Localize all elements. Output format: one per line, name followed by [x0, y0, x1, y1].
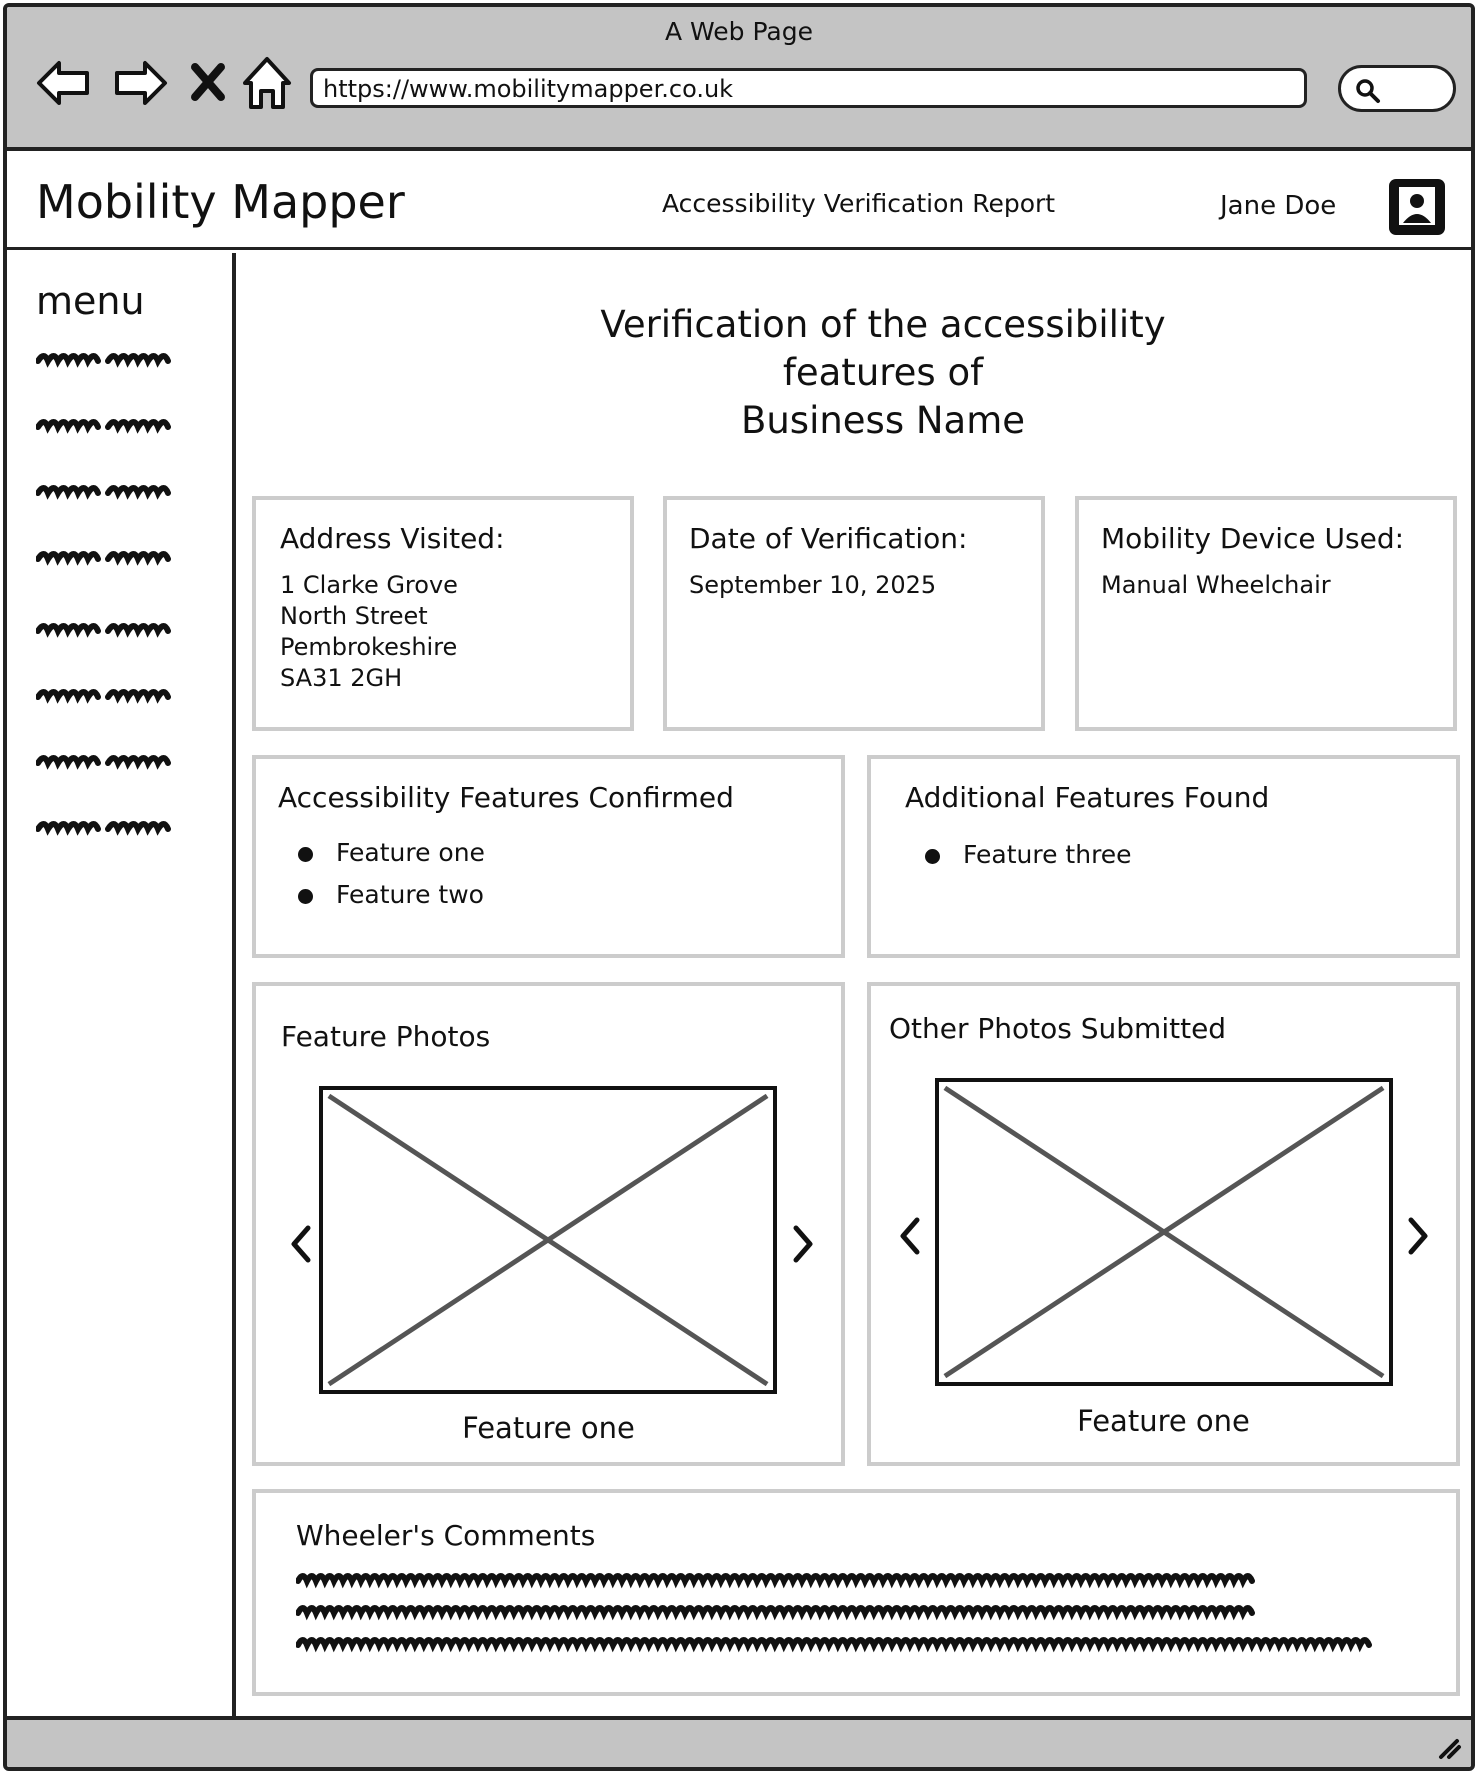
sidebar-item[interactable] — [35, 547, 176, 569]
comments-label: Wheeler's Comments — [296, 1519, 596, 1552]
confirmed-features-card: Accessibility Features Confirmed Feature… — [252, 755, 845, 958]
page-title-line: features of — [782, 351, 984, 394]
sidebar-item[interactable] — [35, 619, 176, 641]
comment-text-line — [295, 1601, 1306, 1623]
other-photos-label: Other Photos Submitted — [889, 1012, 1227, 1045]
feature-label: Feature one — [336, 838, 485, 867]
date-card: Date of Verification: September 10, 2025 — [663, 496, 1045, 731]
list-item: Feature two — [278, 877, 485, 919]
app-header: Mobility Mapper Accessibility Verificati… — [7, 151, 1471, 250]
additional-features-card: Additional Features Found Feature three — [867, 755, 1460, 958]
sidebar-item[interactable] — [35, 349, 176, 371]
bullet-icon — [298, 847, 313, 862]
user-name[interactable]: Jane Doe — [1220, 191, 1337, 221]
resize-grip-icon[interactable] — [1433, 1731, 1463, 1761]
search-field[interactable] — [1338, 65, 1456, 112]
sidebar-title: menu — [36, 279, 145, 323]
feature-photo-image[interactable] — [319, 1086, 777, 1394]
chevron-right-icon[interactable] — [786, 1222, 820, 1266]
brand-logo[interactable]: Mobility Mapper — [36, 175, 405, 229]
confirmed-features-list: Feature one Feature two — [278, 835, 485, 919]
list-item: Feature three — [905, 837, 1132, 879]
address-label: Address Visited: — [280, 522, 505, 555]
home-icon[interactable] — [239, 53, 295, 113]
search-icon — [1356, 79, 1380, 103]
confirmed-features-label: Accessibility Features Confirmed — [278, 781, 734, 814]
date-label: Date of Verification: — [689, 522, 968, 555]
sidebar: menu — [7, 253, 236, 1728]
date-value: September 10, 2025 — [689, 571, 937, 599]
page-title: Verification of the accessibility featur… — [247, 301, 1471, 445]
device-card: Mobility Device Used: Manual Wheelchair — [1075, 496, 1457, 731]
browser-window: A Web Page https://www.mobilitymapper.co… — [3, 3, 1475, 1771]
device-value: Manual Wheelchair — [1101, 571, 1331, 599]
url-field[interactable]: https://www.mobilitymapper.co.uk — [310, 68, 1307, 108]
feature-label: Feature two — [336, 880, 484, 909]
chevron-right-icon[interactable] — [1401, 1214, 1435, 1258]
chevron-left-icon[interactable] — [284, 1222, 318, 1266]
other-photo-image[interactable] — [935, 1078, 1393, 1386]
forward-arrow-icon[interactable] — [109, 53, 169, 113]
comment-text-line — [295, 1633, 1406, 1655]
sidebar-item[interactable] — [35, 481, 176, 503]
feature-photos-label: Feature Photos — [281, 1020, 491, 1053]
feature-photo-caption: Feature one — [462, 1411, 635, 1445]
bullet-icon — [298, 889, 313, 904]
close-icon[interactable] — [183, 53, 233, 113]
comment-text-line — [295, 1569, 1306, 1591]
page-subtitle: Accessibility Verification Report — [662, 189, 1056, 218]
chevron-left-icon[interactable] — [893, 1214, 927, 1258]
feature-photos-card: Feature Photos Feature one — [252, 982, 845, 1466]
bullet-icon — [925, 849, 940, 864]
device-label: Mobility Device Used: — [1101, 522, 1405, 555]
back-arrow-icon[interactable] — [35, 53, 95, 113]
list-item: Feature one — [278, 835, 485, 877]
window-title: A Web Page — [664, 17, 814, 46]
business-name: Business Name — [740, 399, 1026, 442]
additional-features-label: Additional Features Found — [905, 781, 1270, 814]
feature-label: Feature three — [963, 840, 1132, 869]
other-photos-card: Other Photos Submitted Feature one — [867, 982, 1460, 1466]
additional-features-list: Feature three — [905, 837, 1132, 879]
sidebar-item[interactable] — [35, 415, 176, 437]
other-photo-caption: Feature one — [1077, 1404, 1250, 1438]
page-title-line: Verification of the accessibility — [600, 303, 1166, 346]
sidebar-item[interactable] — [35, 817, 176, 839]
comments-card: Wheeler's Comments — [252, 1489, 1460, 1696]
sidebar-item[interactable] — [35, 685, 176, 707]
browser-chrome: A Web Page https://www.mobilitymapper.co… — [7, 7, 1471, 151]
address-card: Address Visited: 1 Clarke Grove North St… — [252, 496, 634, 731]
sidebar-item[interactable] — [35, 751, 176, 773]
user-avatar-icon[interactable] — [1389, 179, 1445, 235]
address-value: 1 Clarke Grove North Street Pembrokeshir… — [280, 571, 458, 692]
status-bar — [7, 1716, 1471, 1767]
